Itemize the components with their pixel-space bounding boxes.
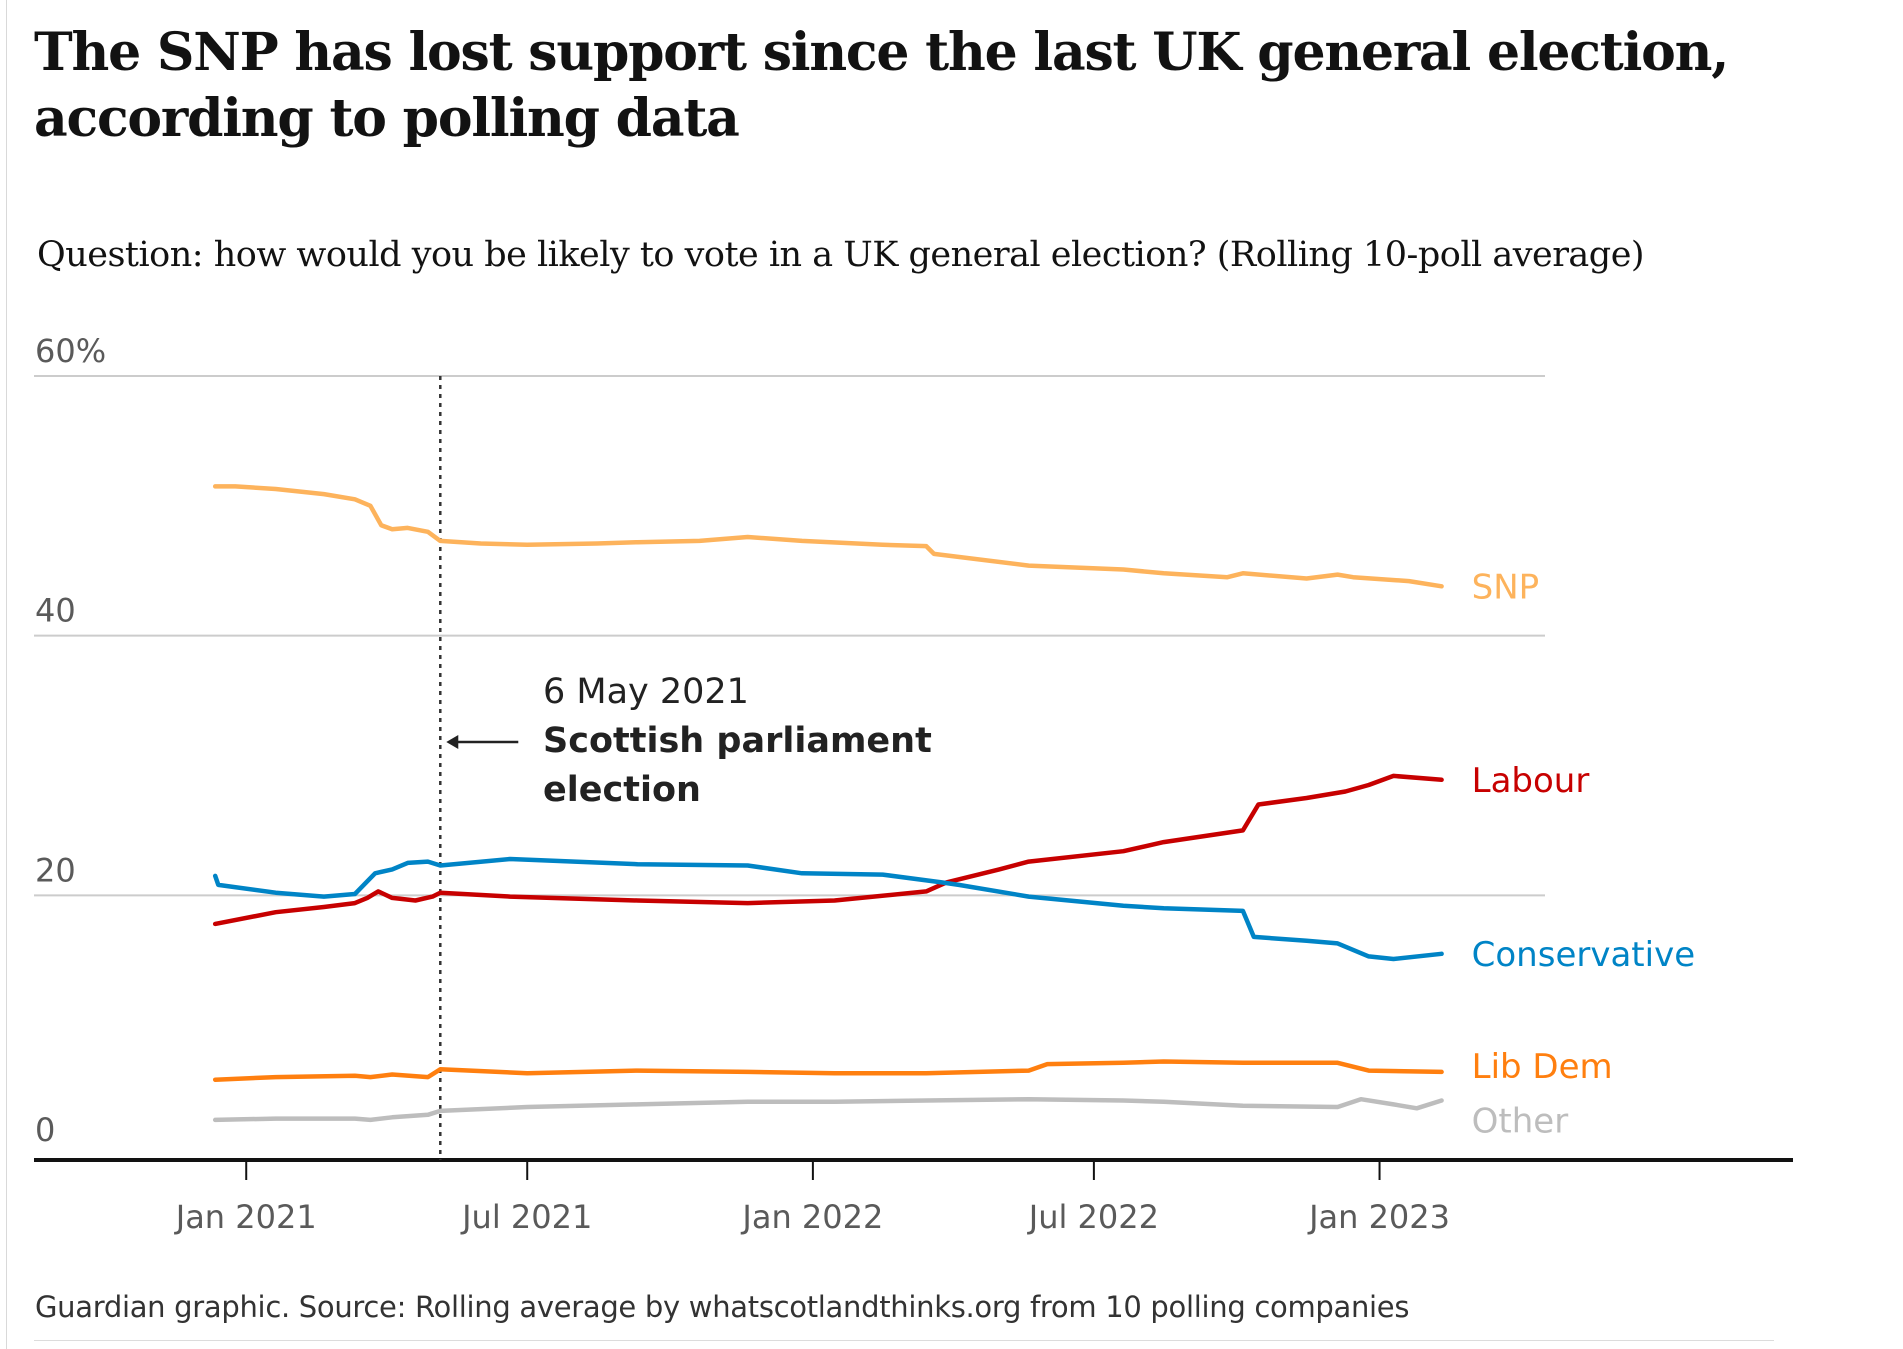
x-tick-label: Jul 2021 <box>460 1198 592 1236</box>
grid-lines <box>34 375 1545 897</box>
election-annotation: 6 May 2021 Scottish parliament election <box>439 376 932 1160</box>
annotation-event-line: election <box>543 770 701 810</box>
frame-left-border <box>6 0 7 1349</box>
series-label-other: Other <box>1472 1101 1569 1141</box>
x-axis: Jan 2021 Jul 2021 Jan 2022 Jul 2022 Jan 2023 <box>34 1158 1793 1236</box>
series-lines <box>212 484 1444 1123</box>
series-labels: SNP Labour Conservative Lib Dem Other <box>1472 567 1695 1141</box>
bottom-rule <box>34 1340 1774 1341</box>
x-tick-label: Jul 2022 <box>1027 1198 1159 1236</box>
series-line-lib-dem <box>212 1059 1444 1082</box>
series-line-other <box>212 1096 1444 1123</box>
annotation-event-line: Scottish parliament <box>543 721 932 761</box>
y-tick-label: 20 <box>35 851 76 889</box>
series-line-conservative <box>212 856 1444 962</box>
annotation-arrowhead <box>446 735 459 749</box>
chart-subtitle: Question: how would you be likely to vot… <box>37 235 1645 275</box>
x-tick-label: Jan 2023 <box>1307 1198 1450 1236</box>
series-line-snp <box>212 484 1444 589</box>
y-tick-label: 0 <box>35 1111 55 1149</box>
x-tick-label: Jan 2021 <box>174 1198 317 1236</box>
series-label-labour: Labour <box>1472 761 1590 801</box>
line-chart: 0 20 40 60% Jan 2021 Jul 2021 Jan 2022 Jul 202… <box>34 332 1793 1236</box>
series-label-snp: SNP <box>1472 567 1540 607</box>
chart-title: The SNP has lost support since the last … <box>34 22 1729 149</box>
y-axis-ticks: 0 20 40 60% <box>35 332 106 1149</box>
x-tick-label: Jan 2022 <box>740 1198 883 1236</box>
annotation-date: 6 May 2021 <box>543 672 749 712</box>
y-tick-label: 40 <box>35 592 76 630</box>
series-label-conservative: Conservative <box>1472 935 1695 975</box>
y-tick-label: 60% <box>35 332 106 370</box>
series-label-lib-dem: Lib Dem <box>1472 1047 1613 1087</box>
series-line-labour <box>212 773 1444 927</box>
source-note: Guardian graphic. Source: Rolling averag… <box>35 1290 1410 1324</box>
